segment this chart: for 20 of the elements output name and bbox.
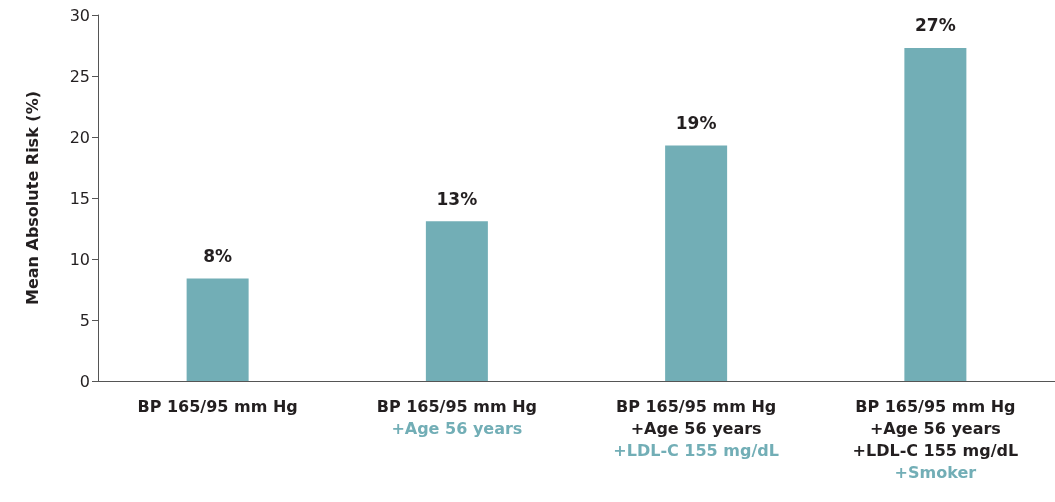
x-tick-label: BP 165/95 mm Hg [137,396,298,416]
y-tick-label: 5 [79,310,90,330]
bar [425,221,488,381]
y-axis-title: Mean Absolute Risk (%) [22,90,42,306]
bar [186,278,249,381]
x-tick-label: BP 165/95 mm Hg +Age 56 years +LDL-C 155 mg/dL +Smoker [852,396,1019,482]
data-label: 13% [436,188,478,209]
y-tick-label: 15 [69,188,90,208]
bar [665,145,728,381]
x-tick-label: BP 165/95 mm Hg +Age 56 years [376,396,538,438]
bar [904,47,967,381]
y-tick-label: 0 [79,371,90,391]
data-label: 8% [203,246,233,267]
y-tick-label: 20 [69,127,90,147]
x-tick-label: BP 165/95 mm Hg +Age 56 years +LDL-C 155 mg/dL [613,396,779,460]
y-tick-label: 10 [69,249,90,269]
y-tick-label: 25 [69,66,90,86]
data-label: 27% [915,15,956,36]
y-tick-label: 30 [69,5,90,25]
data-label: 19% [675,113,717,134]
